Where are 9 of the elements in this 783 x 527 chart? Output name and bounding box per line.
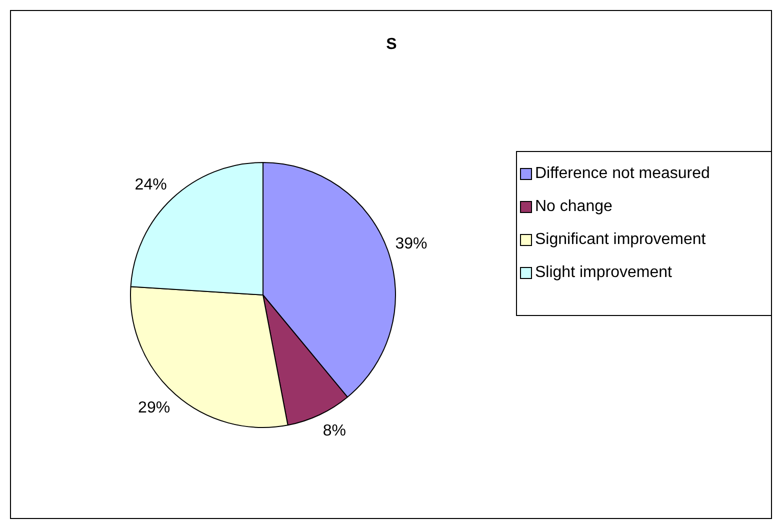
legend-label: Difference not measured (535, 164, 710, 183)
data-label: 39% (395, 235, 428, 252)
legend-label: Significant improvement (535, 230, 706, 249)
chart-title: S (385, 36, 398, 54)
data-label: 24% (134, 176, 167, 194)
data-label: 8% (322, 422, 346, 440)
data-label: 29% (138, 399, 170, 416)
legend-label: Slight improvement (535, 263, 672, 282)
legend-label: No change (535, 197, 612, 216)
